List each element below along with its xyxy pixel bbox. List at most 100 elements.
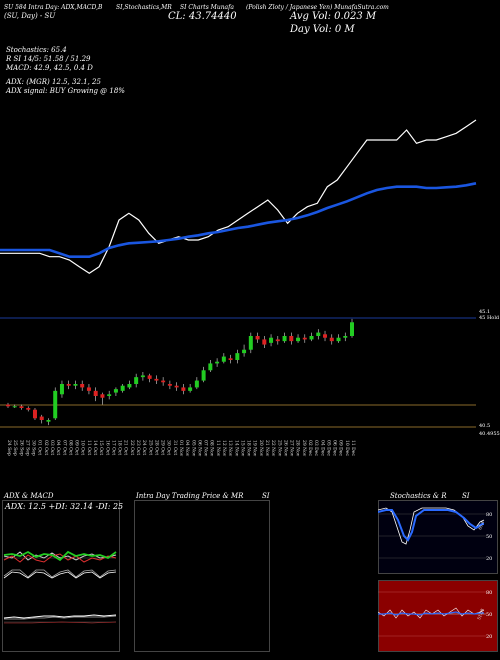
candle-body [53,390,58,419]
date-tick-label: 08 Oct [67,440,73,455]
date-tick-label: 01 Oct [37,440,43,455]
candle-body [93,390,98,396]
header-title-right-b: (Polish Zloty / Japanese Yen) MunafaSutr… [246,4,389,11]
main-price-chart: 24 Sep 25 Sep 26 Sep 27 Sep 30 Sep 01 Oct 02 O… [0,119,477,457]
candle-body [26,408,31,410]
date-tick-label: 21 Oct [123,440,129,455]
date-tick-label: 07 Nov [203,440,209,457]
date-tick-label: 11 Oct [86,440,92,455]
candle-body [12,406,17,408]
adx-macd-panel [2,500,120,652]
candle-body [127,384,132,388]
stoch-current-value: 65.4 [477,520,485,531]
date-tick-label: 18 Nov [246,440,252,457]
date-tick-label: 15 Oct [98,440,104,455]
stoch-axis-50: 50 [486,534,492,540]
date-tick-label: 02 Oct [43,440,49,455]
intra-day-panel [134,500,270,652]
candle-body [201,370,206,381]
candle-body [46,420,51,422]
adx-macd-svg [3,550,117,624]
adx-aux-line-2 [3,571,117,579]
date-tick-label: 11 Dec [350,440,356,456]
date-tick-label: 26 Sep [18,440,24,456]
date-tick-label: 25 Nov [276,440,282,457]
candle-body [309,336,314,340]
date-tick-label: 22 Oct [129,440,135,455]
intra-panel-title-b: SI [262,492,270,500]
date-tick-label: 11 Nov [215,440,221,457]
candle-body [120,385,125,391]
macd-histogram-line [4,621,117,624]
candle-body [147,375,152,379]
date-tick-label: 24 Oct [141,440,147,455]
candle-body [323,334,328,338]
candle-body [302,337,307,340]
date-tick-label: 03 Oct [49,440,55,455]
date-tick-label: 12 Nov [221,440,227,457]
macd-line [3,614,117,619]
date-tick-label: 15 Nov [239,440,245,457]
candle-body [228,358,233,360]
candle-body [350,322,354,336]
adx-aux-line-1 [3,569,117,578]
stoch-fast-line [378,507,485,545]
stoch-label: Stochastics: 65.4 [6,46,67,54]
stochastics-svg: 80 50 20 65.4 [378,507,492,562]
date-tick-label: 27 Nov [289,440,295,457]
candle-body [316,332,321,336]
candle-group [6,318,354,426]
date-tick-label: 24 Sep [6,440,12,456]
rsi-current-value: 51.58 [476,607,485,620]
date-tick-label: 25 Oct [147,440,153,455]
candle-body [262,339,267,345]
date-tick-label: 04 Oct [55,440,61,455]
date-tick-label: 14 Oct [92,440,98,455]
candle-body [100,394,105,398]
candle-body [296,337,301,342]
stoch-axis-80: 80 [486,512,492,518]
candle-body [255,336,260,340]
macd-signal-line [4,615,117,620]
macd-label: MACD: 42.9, 42.5, 0.4 D [6,64,93,72]
candle-body [275,339,280,342]
candle-body [174,385,179,388]
date-tick-label: 30 Sep [31,440,37,456]
date-tick-label: 04 Dec [319,440,325,456]
candle-body [188,387,193,391]
candle-body [343,336,348,338]
date-tick-label: 31 Oct [172,440,178,455]
rsi-slow-line [378,611,484,616]
date-tick-label: 25 Sep [12,440,18,456]
price-label-40-4955: 40.4955 [479,431,500,437]
adx-values-label: ADX: 12.5 +DI: 32.14 -DI: 25 [5,502,124,511]
price-label-40-5: 40.5 [479,423,491,429]
candle-body [269,337,274,343]
date-tick-label: 08 Nov [209,440,215,457]
date-tick-label: 17 Oct [110,440,116,455]
candle-body [19,406,24,408]
date-tick-label: 19 Nov [252,440,258,457]
candle-body [235,353,240,360]
candle-body [140,375,145,378]
candle-body [32,409,37,419]
date-tick-label: 10 Oct [80,440,86,455]
date-tick-label: 05 Dec [325,440,331,456]
date-tick-label: 16 Oct [104,440,110,455]
candle-body [221,356,226,362]
candle-body [113,389,118,393]
candle-body [336,337,341,342]
date-tick-label: 18 Oct [117,440,123,455]
date-tick-label: 30 Oct [166,440,172,455]
date-tick-label: 10 Dec [344,440,350,456]
candle-body [39,416,44,420]
candle-body [194,380,199,388]
header-subtitle: (SU, Day) - SU [4,12,56,20]
rsi-axis-50: 50 [486,612,492,618]
candle-body [59,384,64,395]
intra-panel-title: Intra Day Trading Price & MR [136,492,244,500]
date-axis: 24 Sep 25 Sep 26 Sep 27 Sep 30 Sep 01 Oct 02 O… [6,440,356,457]
avg-vol-label: Avg Vol: 0.023 M [290,11,377,22]
date-tick-label: 27 Sep [24,440,30,456]
candle-body [167,384,172,386]
